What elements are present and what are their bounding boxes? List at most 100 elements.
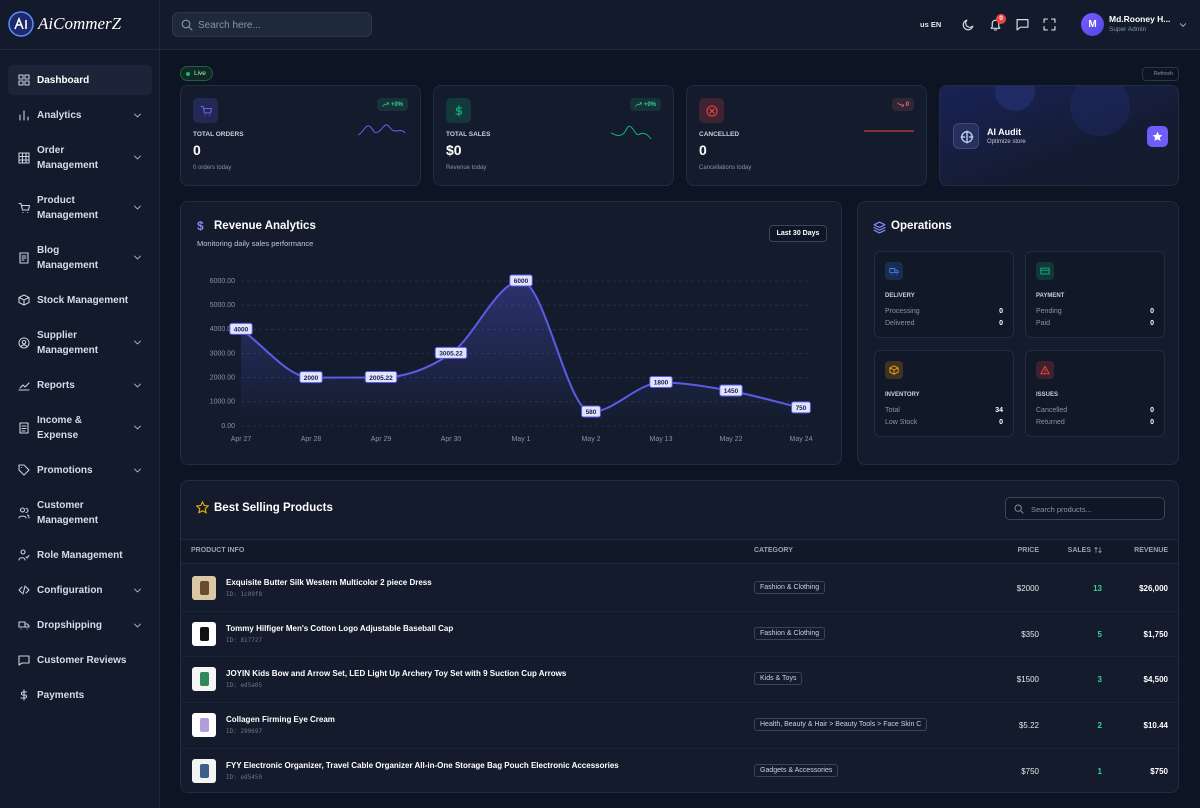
operations-card: Operations DELIVERY Processing 0 Delivered 0… — [857, 201, 1179, 465]
row-divider — [181, 656, 1178, 658]
x-tick-label: May 22 — [720, 436, 743, 443]
operations-row-label: Delivered — [885, 320, 915, 327]
nav-label: Payments — [37, 689, 85, 701]
operations-row-label: Pending — [1036, 308, 1062, 315]
product-name[interactable]: FYY Electronic Organizer, Travel Cable O… — [226, 760, 619, 770]
ai-audit-button[interactable] — [1147, 126, 1168, 147]
value-label-bg — [581, 405, 601, 418]
nav-item[interactable]: Blog Management — [8, 235, 152, 280]
products-search[interactable]: Search products... — [1005, 497, 1165, 520]
search-box[interactable]: Search here... — [172, 12, 372, 37]
sparkline — [610, 121, 663, 148]
nav-item[interactable]: Stock Management — [8, 285, 152, 315]
stat-value: $0 — [446, 142, 462, 158]
user-menu-chevron[interactable] — [1179, 21, 1187, 29]
fullscreen-button[interactable] — [1043, 18, 1056, 31]
operations-box-title: DELIVERY — [885, 293, 915, 299]
nav-label: Income & Expense — [37, 414, 83, 441]
product-price: $2000 — [1016, 584, 1039, 593]
nav-item[interactable]: Role Management — [8, 540, 152, 570]
category-chip: Gadgets & Accessories — [754, 763, 839, 777]
user-role: Super Admin — [1109, 26, 1147, 33]
product-id: ID: 299697 — [226, 728, 263, 736]
nav-item[interactable]: Analytics — [8, 100, 152, 130]
y-tick-label: 6000.00 — [210, 278, 235, 285]
nav-item[interactable]: Supplier Management — [8, 320, 152, 365]
category-chip: Health, Beauty & Hair > Beauty Tools > F… — [754, 718, 928, 732]
value-label: 2000 — [304, 375, 319, 382]
product-name[interactable]: Tommy Hilfiger Men's Cotton Logo Adjusta… — [226, 623, 454, 633]
y-tick-label: 4000.00 — [210, 326, 235, 333]
nav-item[interactable]: Dropshipping — [8, 610, 152, 640]
operations-row-label: Low Stock — [885, 419, 918, 426]
notification-badge: 0 — [996, 14, 1006, 24]
product-sales: 13 — [1093, 584, 1102, 593]
value-label: 3005.22 — [439, 351, 463, 358]
logo-text[interactable]: AiCommerZ — [38, 14, 122, 33]
stat-label: CANCELLED — [699, 131, 740, 138]
nav-item[interactable]: Promotions — [8, 455, 152, 485]
nav-item[interactable]: Customer Management — [8, 490, 152, 535]
product-id: ID: 817727 — [226, 636, 263, 644]
messages-button[interactable] — [1016, 18, 1029, 31]
operations-box-icon — [1036, 361, 1054, 379]
nav-item[interactable]: Configuration — [8, 575, 152, 605]
products-card: Best Selling Products Search products...… — [180, 480, 1179, 793]
operations-box: INVENTORY Total 34 Low Stock 0 — [874, 350, 1014, 437]
nav-label: Role Management — [37, 549, 123, 561]
x-tick-label: May 24 — [790, 436, 813, 443]
product-sales: 2 — [1097, 721, 1102, 731]
logo-bar: AiCommerZ — [0, 0, 160, 50]
stat-label: TOTAL ORDERS — [193, 131, 244, 138]
nav-label: Dashboard — [37, 74, 90, 86]
operations-box: PAYMENT Pending 0 Paid 0 — [1025, 251, 1165, 338]
sort-icon[interactable] — [1094, 546, 1102, 554]
nav-item[interactable]: Customer Reviews — [8, 645, 152, 675]
sparkline — [864, 121, 916, 148]
operations-box-icon — [885, 262, 903, 280]
product-name[interactable]: Collagen Firming Eye Cream — [226, 715, 335, 725]
user-avatar[interactable]: M — [1081, 13, 1104, 36]
y-tick-label: 5000.00 — [210, 302, 235, 309]
product-thumbnail — [192, 621, 216, 646]
category-chip: Fashion & Clothing — [754, 581, 826, 594]
product-name[interactable]: JOYIN Kids Bow and Arrow Set, LED Light … — [226, 669, 567, 679]
y-tick-label: 1000.00 — [210, 399, 235, 406]
operations-box-title: PAYMENT — [1036, 293, 1065, 299]
revenue-chart: 0.00 1000.00 2000.00 3000.00 4000.00 5000.00 6… — [210, 274, 813, 443]
nav-item[interactable]: Income & Expense — [8, 405, 152, 450]
column-header: PRODUCT INFO — [191, 547, 245, 554]
language-selector[interactable]: us EN — [920, 20, 942, 29]
nav-item[interactable]: Reports — [8, 370, 152, 400]
theme-toggle[interactable] — [962, 18, 975, 31]
nav-item[interactable]: Order Management — [8, 135, 152, 180]
product-name[interactable]: Exquisite Butter Silk Western Multicolor… — [226, 578, 432, 587]
product-thumbnail — [192, 713, 216, 738]
row-divider — [181, 610, 1178, 612]
y-tick-label: 2000.00 — [210, 375, 235, 382]
nav-item[interactable]: Product Management — [8, 185, 152, 230]
nav-item[interactable]: Payments — [8, 680, 152, 710]
product-revenue: $750 — [1150, 766, 1168, 776]
range-button[interactable]: Last 30 Days — [769, 225, 827, 242]
user-name[interactable]: Md.Rooney H... — [1109, 14, 1171, 24]
revenue-title: Revenue Analytics — [214, 220, 316, 232]
revenue-subtitle: Monitoring daily sales performance — [197, 239, 314, 248]
column-header: CATEGORY — [754, 547, 793, 554]
product-thumbnail — [192, 576, 216, 600]
sparkline — [357, 121, 410, 148]
refresh-button[interactable]: Refresh — [1142, 67, 1179, 81]
nav-label: Configuration — [37, 584, 103, 596]
nav-item[interactable]: Dashboard — [8, 65, 152, 95]
ai-audit-backdrop — [995, 86, 1130, 136]
nav-label: Customer Reviews — [37, 654, 127, 666]
nav-label: Customer Management — [37, 499, 99, 526]
value-label-bg — [649, 376, 673, 388]
stat-note: Revenue today — [446, 165, 487, 171]
value-label-bg — [364, 371, 398, 384]
revenue-area — [241, 281, 801, 426]
stat-icon — [446, 98, 471, 123]
products-search-placeholder: Search products... — [1031, 505, 1092, 514]
change-text: 0 — [905, 101, 909, 108]
revenue-card: $ Revenue Analytics Monitoring daily sal… — [180, 201, 842, 465]
